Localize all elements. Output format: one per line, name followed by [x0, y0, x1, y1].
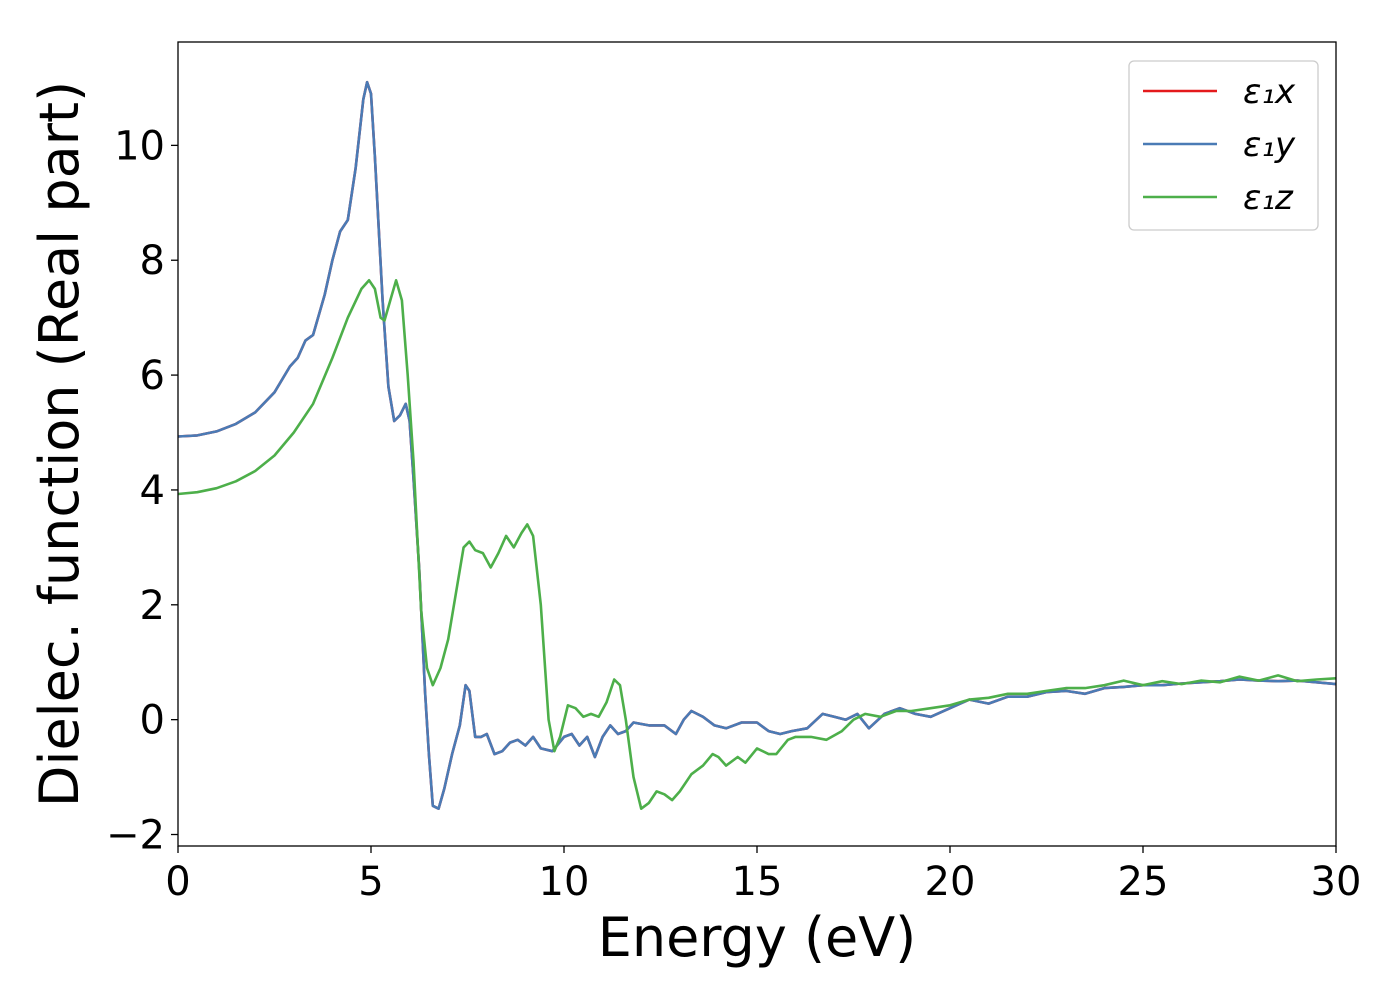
y-tick-label: −2 — [106, 813, 165, 859]
y-tick-label: 6 — [140, 353, 165, 399]
legend: ε₁x ε₁y ε₁z — [1128, 60, 1319, 231]
series-layer — [178, 80, 1336, 810]
x-tick-label: 15 — [732, 859, 783, 905]
y-tick-label: 2 — [140, 583, 165, 629]
x-tick-label: 30 — [1311, 859, 1362, 905]
x-tick-label: 5 — [358, 859, 383, 905]
y-axis-ticks: −2 0 2 4 6 8 10 — [106, 123, 178, 859]
series-line-2 — [178, 80, 1336, 810]
legend-label: ε₁y — [1243, 125, 1296, 165]
legend-label: ε₁z — [1243, 178, 1294, 218]
y-tick-label: 10 — [114, 123, 165, 169]
x-tick-label: 0 — [165, 859, 190, 905]
x-axis-ticks: 0 5 10 15 20 25 30 — [165, 846, 1361, 905]
y-tick-label: 0 — [140, 698, 165, 744]
series-line-3 — [178, 279, 1336, 810]
y-axis-title: Dielec. function (Real part) — [28, 81, 91, 807]
x-tick-label: 20 — [925, 859, 976, 905]
legend-box — [1128, 60, 1319, 231]
y-tick-label: 4 — [140, 468, 165, 514]
y-tick-label: 8 — [140, 238, 165, 284]
legend-label: ε₁x — [1243, 72, 1296, 112]
x-axis-title: Energy (eV) — [598, 906, 917, 969]
x-tick-label: 10 — [539, 859, 590, 905]
x-tick-label: 25 — [1118, 859, 1169, 905]
